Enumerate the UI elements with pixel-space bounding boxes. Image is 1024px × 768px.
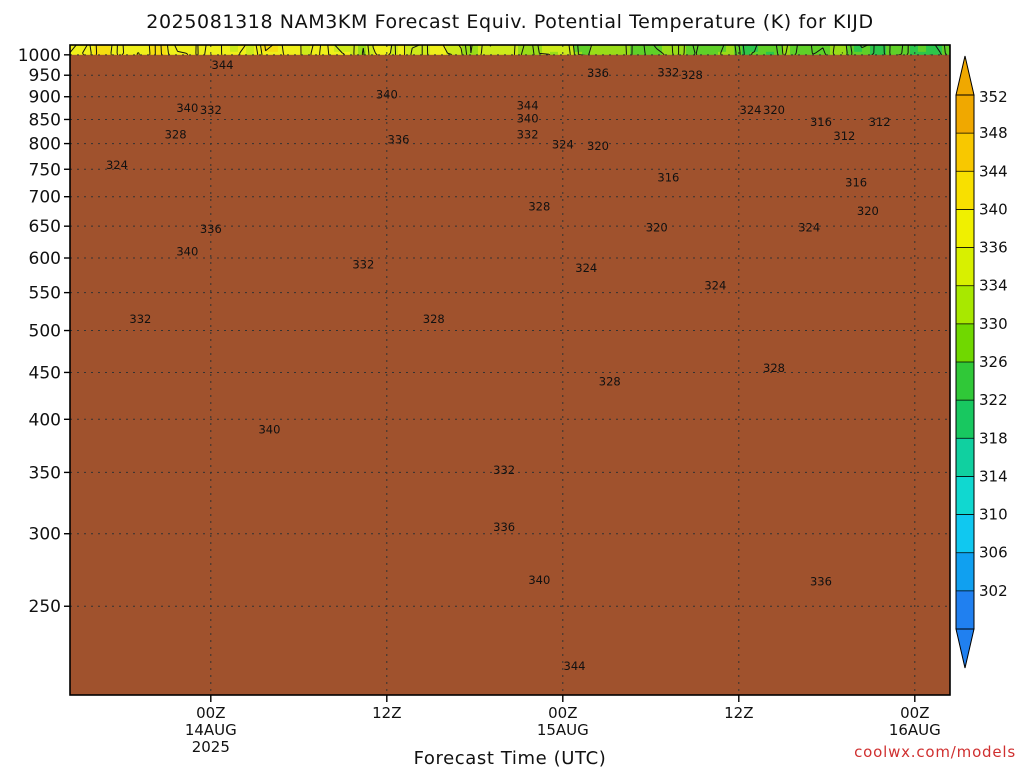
heatmap-cell [598,45,607,53]
heatmap-cell [318,45,327,53]
heatmap-cell [766,45,775,53]
heatmap-cell [414,45,423,53]
heatmap-cell [614,45,623,53]
heatmap-cell [910,45,919,53]
heatmap-cell [366,45,375,53]
heatmap-cell [638,45,647,53]
heatmap-cell [526,45,535,53]
chart-title: 2025081318 NAM3KM Forecast Equiv. Potent… [146,11,873,33]
heatmap-cell [374,45,383,53]
heatmap-cell [750,45,759,53]
heatmap-cell [518,45,527,53]
heatmap-cell [78,45,87,53]
heatmap-cell [678,45,687,53]
heatmap-cell [166,45,175,53]
heatmap-cell [558,45,567,53]
heatmap-cell [838,45,847,53]
heatmap-cell [294,45,303,53]
heatmap-cell [390,45,399,53]
heatmap-cell [494,45,503,53]
heatmap-cell [782,45,791,53]
heatmap-cell [694,45,703,53]
heatmap-cell [590,45,599,53]
heatmap-cell [326,45,335,53]
heatmap-cell [342,45,351,53]
heatmap-cell [206,45,215,53]
heatmap-cell [262,45,271,53]
heatmap-cell [174,45,183,53]
heatmap-cell [790,45,799,53]
heatmap-cell [758,45,767,53]
heatmap-cell [822,45,831,53]
heatmap-cell [550,45,559,53]
heatmap-cell [894,45,903,53]
heatmap-cell [486,45,495,53]
heatmap-cell [422,45,431,53]
heatmap-cell [470,45,479,53]
heatmap-cell [814,45,823,53]
heatmap-cell [110,45,119,53]
heatmap-cell [398,45,407,53]
heatmap-cell [670,45,679,53]
heatmap-cell [286,45,295,53]
heatmap-cell [726,45,735,53]
heatmap-cell [118,45,127,53]
heatmap-cell [446,45,455,53]
heatmap-cell [270,45,279,53]
heatmap-cell [190,45,199,53]
heatmap-cell [774,45,783,53]
heatmap-cell [902,45,911,53]
heatmap-cell [630,45,639,53]
heatmap-cell [702,45,711,53]
heatmap-cell [102,45,111,53]
heatmap-cell [926,45,935,53]
heatmap-cell [430,45,439,53]
heatmap-cell [502,45,511,53]
heatmap-cell [142,45,151,53]
heatmap-cell [150,45,159,53]
heatmap-cell [70,45,79,53]
heatmap-cell [646,45,655,53]
heatmap-cell [438,45,447,53]
heatmap-cell [230,45,239,53]
heatmap-cell [566,45,575,53]
heatmap-cell [454,45,463,53]
heatmap-cell [358,45,367,53]
heatmap-cell [806,45,815,53]
heatmap-cell [94,45,103,53]
heatmap-cell [734,45,743,53]
heatmap-cell [918,45,927,53]
heatmap-cell [846,45,855,53]
heatmap-cell [310,45,319,53]
heatmap-cell [606,45,615,53]
heatmap-cell [862,45,871,53]
heatmap-cell [254,45,263,53]
heatmap-cell [686,45,695,53]
heatmap-cell [198,45,207,53]
heatmap-cell [662,45,671,53]
heatmap-cell [126,45,135,53]
heatmap-cell [382,45,391,53]
heatmap-cell [654,45,663,53]
heatmap-cell [830,45,839,53]
heatmap-cell [406,45,415,53]
heatmap-cell [710,45,719,53]
heatmap-cell [158,45,167,53]
heatmap-cell [542,45,551,53]
heatmap-cell [878,45,887,53]
heatmap-cell [302,45,311,53]
heatmap-cell [582,45,591,53]
heatmap-cell [798,45,807,53]
heatmap-cell [854,45,863,53]
heatmap-cell [742,45,751,53]
heatmap-cell [222,45,231,53]
heatmap-cell [134,45,143,53]
heatmap-cell [182,45,191,53]
heatmap-cell [214,45,223,53]
heatmap-cell [942,45,950,53]
heatmap-cell [246,45,255,53]
